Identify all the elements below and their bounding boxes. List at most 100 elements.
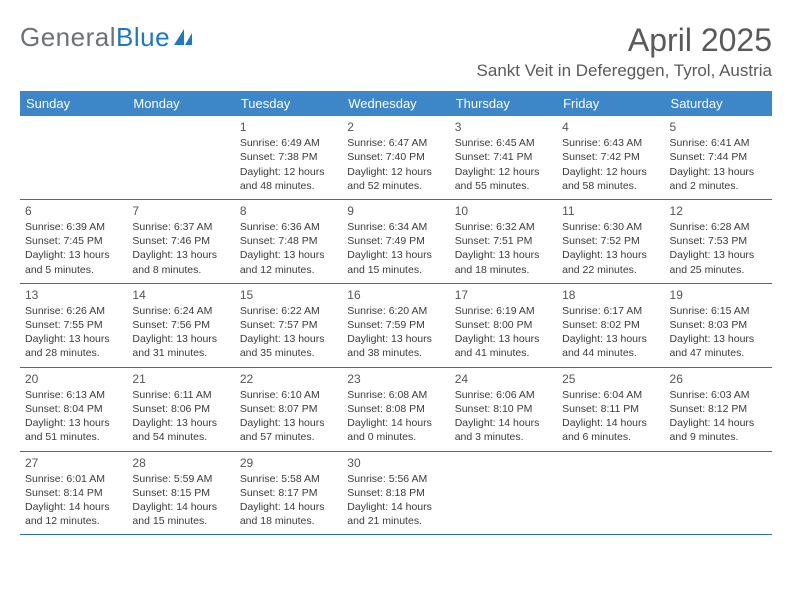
sunset-text: Sunset: 7:49 PM	[347, 234, 444, 248]
logo-sail-icon	[172, 27, 196, 47]
day-number: 5	[670, 119, 767, 135]
sunset-text: Sunset: 7:45 PM	[25, 234, 122, 248]
day-number: 11	[562, 203, 659, 219]
day-number: 4	[562, 119, 659, 135]
sunrise-text: Sunrise: 6:20 AM	[347, 304, 444, 318]
sunset-text: Sunset: 8:18 PM	[347, 486, 444, 500]
day-number: 12	[670, 203, 767, 219]
sunrise-text: Sunrise: 6:37 AM	[132, 220, 229, 234]
day-number: 28	[132, 455, 229, 471]
day-number: 19	[670, 287, 767, 303]
calendar-day-cell: 19Sunrise: 6:15 AMSunset: 8:03 PMDayligh…	[665, 284, 772, 367]
day-number: 17	[455, 287, 552, 303]
day-number: 15	[240, 287, 337, 303]
calendar-day-cell: 26Sunrise: 6:03 AMSunset: 8:12 PMDayligh…	[665, 368, 772, 451]
day-number: 20	[25, 371, 122, 387]
sunset-text: Sunset: 7:41 PM	[455, 150, 552, 164]
sunrise-text: Sunrise: 6:03 AM	[670, 388, 767, 402]
calendar-day-cell: 15Sunrise: 6:22 AMSunset: 7:57 PMDayligh…	[235, 284, 342, 367]
sunset-text: Sunset: 8:07 PM	[240, 402, 337, 416]
sunrise-text: Sunrise: 6:45 AM	[455, 136, 552, 150]
daylight-text: Daylight: 14 hours and 9 minutes.	[670, 416, 767, 444]
daylight-text: Daylight: 13 hours and 28 minutes.	[25, 332, 122, 360]
calendar-week-row: 13Sunrise: 6:26 AMSunset: 7:55 PMDayligh…	[20, 284, 772, 368]
daylight-text: Daylight: 13 hours and 22 minutes.	[562, 248, 659, 276]
brand-logo: GeneralBlue	[20, 22, 196, 53]
daylight-text: Daylight: 12 hours and 52 minutes.	[347, 165, 444, 193]
calendar-day-cell: 22Sunrise: 6:10 AMSunset: 8:07 PMDayligh…	[235, 368, 342, 451]
daylight-text: Daylight: 14 hours and 15 minutes.	[132, 500, 229, 528]
page-header: GeneralBlue April 2025 Sankt Veit in Def…	[20, 22, 772, 81]
calendar-day-cell: 8Sunrise: 6:36 AMSunset: 7:48 PMDaylight…	[235, 200, 342, 283]
daylight-text: Daylight: 14 hours and 12 minutes.	[25, 500, 122, 528]
day-number: 14	[132, 287, 229, 303]
sunrise-text: Sunrise: 6:04 AM	[562, 388, 659, 402]
calendar-day-cell: 11Sunrise: 6:30 AMSunset: 7:52 PMDayligh…	[557, 200, 664, 283]
sunrise-text: Sunrise: 6:43 AM	[562, 136, 659, 150]
sunrise-text: Sunrise: 6:10 AM	[240, 388, 337, 402]
logo-text-blue: Blue	[116, 22, 170, 53]
daylight-text: Daylight: 14 hours and 0 minutes.	[347, 416, 444, 444]
sunset-text: Sunset: 7:46 PM	[132, 234, 229, 248]
calendar-day-cell: 12Sunrise: 6:28 AMSunset: 7:53 PMDayligh…	[665, 200, 772, 283]
sunrise-text: Sunrise: 6:34 AM	[347, 220, 444, 234]
calendar-day-cell: 20Sunrise: 6:13 AMSunset: 8:04 PMDayligh…	[20, 368, 127, 451]
sunrise-text: Sunrise: 6:22 AM	[240, 304, 337, 318]
logo-text-general: General	[20, 22, 116, 53]
calendar-day-cell	[20, 116, 127, 199]
calendar: SundayMondayTuesdayWednesdayThursdayFrid…	[20, 91, 772, 535]
daylight-text: Daylight: 13 hours and 15 minutes.	[347, 248, 444, 276]
sunset-text: Sunset: 8:17 PM	[240, 486, 337, 500]
sunset-text: Sunset: 7:40 PM	[347, 150, 444, 164]
calendar-header-cell: Sunday	[20, 91, 127, 116]
daylight-text: Daylight: 12 hours and 48 minutes.	[240, 165, 337, 193]
daylight-text: Daylight: 13 hours and 54 minutes.	[132, 416, 229, 444]
sunrise-text: Sunrise: 6:41 AM	[670, 136, 767, 150]
calendar-day-cell: 9Sunrise: 6:34 AMSunset: 7:49 PMDaylight…	[342, 200, 449, 283]
sunset-text: Sunset: 8:00 PM	[455, 318, 552, 332]
sunrise-text: Sunrise: 6:26 AM	[25, 304, 122, 318]
sunrise-text: Sunrise: 6:17 AM	[562, 304, 659, 318]
day-number: 26	[670, 371, 767, 387]
location-subtitle: Sankt Veit in Defereggen, Tyrol, Austria	[477, 61, 772, 81]
sunset-text: Sunset: 8:10 PM	[455, 402, 552, 416]
sunset-text: Sunset: 8:11 PM	[562, 402, 659, 416]
calendar-day-cell: 4Sunrise: 6:43 AMSunset: 7:42 PMDaylight…	[557, 116, 664, 199]
calendar-day-cell: 1Sunrise: 6:49 AMSunset: 7:38 PMDaylight…	[235, 116, 342, 199]
day-number: 29	[240, 455, 337, 471]
daylight-text: Daylight: 12 hours and 55 minutes.	[455, 165, 552, 193]
daylight-text: Daylight: 14 hours and 21 minutes.	[347, 500, 444, 528]
calendar-week-row: 6Sunrise: 6:39 AMSunset: 7:45 PM Daylight…	[20, 200, 772, 284]
calendar-header-cell: Friday	[557, 91, 664, 116]
calendar-day-cell: 7Sunrise: 6:37 AMSunset: 7:46 PMDaylight…	[127, 200, 234, 283]
sunrise-text: Sunrise: 6:24 AM	[132, 304, 229, 318]
sunset-text: Sunset: 7:48 PM	[240, 234, 337, 248]
calendar-day-cell: 5Sunrise: 6:41 AMSunset: 7:44 PMDaylight…	[665, 116, 772, 199]
sunset-text: Sunset: 7:51 PM	[455, 234, 552, 248]
sunrise-text: Sunrise: 6:19 AM	[455, 304, 552, 318]
sunrise-text: Sunrise: 5:56 AM	[347, 472, 444, 486]
day-number: 6	[25, 203, 122, 219]
calendar-body: 1Sunrise: 6:49 AMSunset: 7:38 PMDaylight…	[20, 116, 772, 535]
day-number: 16	[347, 287, 444, 303]
sunset-text: Sunset: 8:14 PM	[25, 486, 122, 500]
sunset-text: Sunset: 8:15 PM	[132, 486, 229, 500]
month-title: April 2025	[477, 22, 772, 59]
calendar-header-cell: Monday	[127, 91, 234, 116]
calendar-day-cell	[665, 452, 772, 535]
daylight-text: Daylight: 13 hours and 12 minutes.	[240, 248, 337, 276]
sunset-text: Sunset: 8:06 PM	[132, 402, 229, 416]
sunrise-text: Sunrise: 6:39 AM	[25, 220, 122, 234]
sunset-text: Sunset: 7:55 PM	[25, 318, 122, 332]
daylight-text: Daylight: 13 hours and 25 minutes.	[670, 248, 767, 276]
daylight-text: Daylight: 14 hours and 6 minutes.	[562, 416, 659, 444]
sunset-text: Sunset: 7:53 PM	[670, 234, 767, 248]
sunrise-text: Sunrise: 5:58 AM	[240, 472, 337, 486]
calendar-day-cell	[557, 452, 664, 535]
calendar-day-cell	[127, 116, 234, 199]
calendar-day-cell: 23Sunrise: 6:08 AMSunset: 8:08 PMDayligh…	[342, 368, 449, 451]
daylight-text: Daylight: 13 hours and 57 minutes.	[240, 416, 337, 444]
sunset-text: Sunset: 7:59 PM	[347, 318, 444, 332]
calendar-day-cell: 21Sunrise: 6:11 AMSunset: 8:06 PMDayligh…	[127, 368, 234, 451]
day-number: 9	[347, 203, 444, 219]
